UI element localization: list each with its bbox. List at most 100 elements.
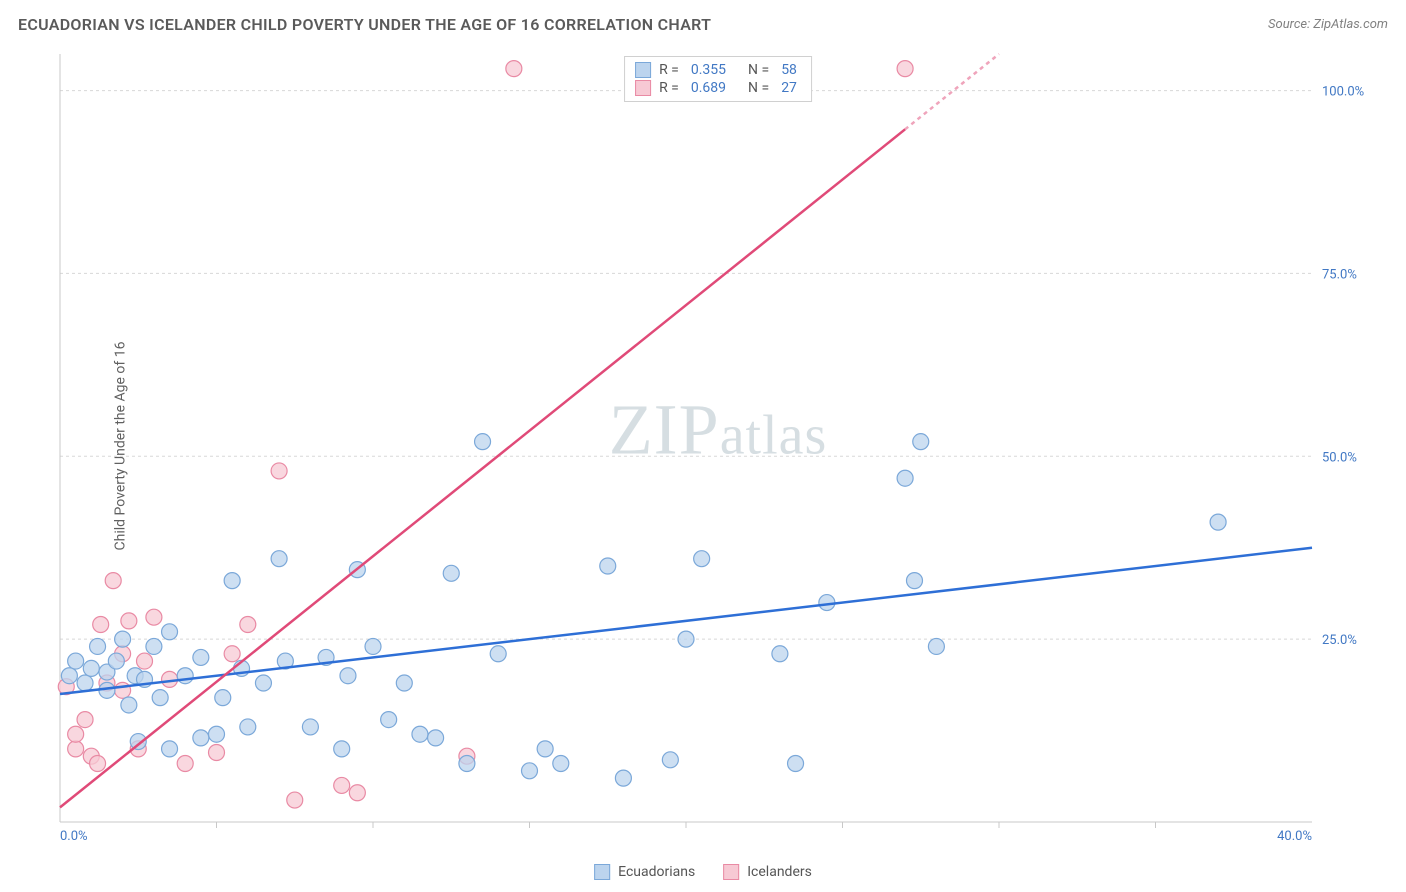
- data-point: [302, 719, 318, 735]
- data-point: [906, 573, 922, 589]
- data-point: [162, 624, 178, 640]
- data-point: [772, 646, 788, 662]
- y-tick-label: 25.0%: [1322, 633, 1357, 648]
- legend-r-value: 0.355: [691, 62, 726, 78]
- data-point: [215, 690, 231, 706]
- data-point: [349, 785, 365, 801]
- x-tick-label: 0.0%: [60, 829, 88, 842]
- data-point: [146, 609, 162, 625]
- data-point: [121, 613, 137, 629]
- legend-series-name: Icelanders: [747, 864, 812, 880]
- source-label: Source: ZipAtlas.com: [1268, 17, 1388, 32]
- data-point: [115, 682, 131, 698]
- data-point: [662, 752, 678, 768]
- data-point: [615, 770, 631, 786]
- data-point: [224, 573, 240, 589]
- data-point: [77, 712, 93, 728]
- data-point: [396, 675, 412, 691]
- data-point: [897, 61, 913, 77]
- data-point: [334, 777, 350, 793]
- data-point: [68, 653, 84, 669]
- data-point: [193, 730, 209, 746]
- legend-swatch: [635, 62, 651, 78]
- data-point: [412, 726, 428, 742]
- data-point: [537, 741, 553, 757]
- data-point: [443, 565, 459, 581]
- trend-line-dashed: [905, 54, 999, 129]
- legend-n-value: 27: [781, 80, 797, 96]
- data-point: [224, 646, 240, 662]
- data-point: [1210, 514, 1226, 530]
- data-point: [77, 675, 93, 691]
- data-point: [240, 617, 256, 633]
- data-point: [68, 741, 84, 757]
- data-point: [61, 668, 77, 684]
- plot-area: 25.0%50.0%75.0%100.0%0.0%40.0% ZIPatlas …: [54, 50, 1382, 842]
- legend-r-label: R =: [659, 80, 679, 96]
- series-legend: Ecuadorians Icelanders: [594, 864, 812, 880]
- data-point: [177, 668, 193, 684]
- data-point: [490, 646, 506, 662]
- data-point: [553, 755, 569, 771]
- y-tick-label: 75.0%: [1322, 267, 1357, 282]
- chart-header: ECUADORIAN VS ICELANDER CHILD POVERTY UN…: [18, 15, 1388, 34]
- legend-swatch: [635, 80, 651, 96]
- data-point: [177, 755, 193, 771]
- data-point: [90, 755, 106, 771]
- legend-item: Icelanders: [723, 864, 812, 880]
- data-point: [68, 726, 84, 742]
- data-point: [600, 558, 616, 574]
- data-point: [137, 653, 153, 669]
- data-point: [913, 434, 929, 450]
- data-point: [193, 649, 209, 665]
- data-point: [381, 712, 397, 728]
- data-point: [209, 745, 225, 761]
- data-point: [271, 551, 287, 567]
- legend-swatch: [594, 864, 610, 880]
- legend-n-label: N =: [748, 62, 769, 78]
- x-tick-label: 40.0%: [1277, 829, 1312, 842]
- data-point: [428, 730, 444, 746]
- data-point: [209, 726, 225, 742]
- y-tick-label: 50.0%: [1322, 450, 1357, 465]
- trend-line: [60, 129, 905, 807]
- y-tick-label: 100.0%: [1322, 85, 1364, 100]
- data-point: [522, 763, 538, 779]
- data-point: [90, 638, 106, 654]
- data-point: [928, 638, 944, 654]
- data-point: [340, 668, 356, 684]
- data-point: [115, 631, 131, 647]
- legend-r-label: R =: [659, 62, 679, 78]
- legend-n-label: N =: [748, 80, 769, 96]
- legend-row: R = 0.355 N = 58: [635, 61, 801, 79]
- data-point: [255, 675, 271, 691]
- data-point: [475, 434, 491, 450]
- data-point: [365, 638, 381, 654]
- data-point: [271, 463, 287, 479]
- data-point: [678, 631, 694, 647]
- scatter-plot-svg: 25.0% 50.0% 75.0% 100.0% 0.0% 40.0%: [54, 50, 1382, 842]
- data-point: [694, 551, 710, 567]
- data-point: [287, 792, 303, 808]
- data-point: [146, 638, 162, 654]
- data-point: [334, 741, 350, 757]
- chart-title: ECUADORIAN VS ICELANDER CHILD POVERTY UN…: [18, 15, 711, 34]
- legend-item: Ecuadorians: [594, 864, 695, 880]
- data-point: [506, 61, 522, 77]
- data-point: [152, 690, 168, 706]
- legend-n-value: 58: [781, 62, 797, 78]
- legend-row: R = 0.689 N = 27: [635, 79, 801, 97]
- data-point: [162, 741, 178, 757]
- data-point: [83, 660, 99, 676]
- data-point: [788, 755, 804, 771]
- data-point: [93, 617, 109, 633]
- data-point: [240, 719, 256, 735]
- data-point: [459, 755, 475, 771]
- data-point: [108, 653, 124, 669]
- data-point: [105, 573, 121, 589]
- correlation-legend: R = 0.355 N = 58 R = 0.689 N = 27: [624, 56, 812, 102]
- legend-series-name: Ecuadorians: [618, 864, 695, 880]
- data-point: [121, 697, 137, 713]
- legend-r-value: 0.689: [691, 80, 726, 96]
- data-point: [897, 470, 913, 486]
